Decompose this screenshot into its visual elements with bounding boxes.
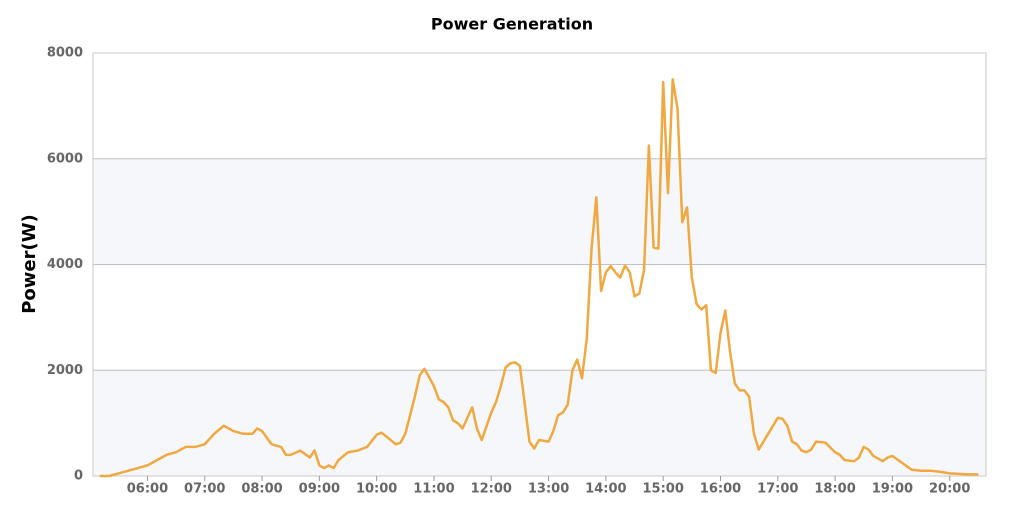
y-tick-label: 6000 bbox=[47, 151, 83, 166]
x-tick-label: 20:00 bbox=[929, 482, 970, 497]
y-tick-label: 0 bbox=[74, 469, 83, 484]
x-tick-label: 13:00 bbox=[528, 482, 569, 497]
grid-band bbox=[93, 158, 986, 265]
x-tick-label: 06:00 bbox=[127, 482, 168, 497]
grid-band bbox=[93, 370, 986, 476]
x-tick-label: 08:00 bbox=[241, 482, 282, 497]
x-tick-label: 18:00 bbox=[814, 482, 855, 497]
x-tick-label: 07:00 bbox=[184, 482, 225, 497]
x-tick-label: 16:00 bbox=[700, 482, 741, 497]
x-tick-label: 17:00 bbox=[757, 482, 798, 497]
y-tick-label: 8000 bbox=[47, 46, 83, 61]
x-tick-label: 12:00 bbox=[471, 482, 512, 497]
x-tick-label: 10:00 bbox=[356, 482, 397, 497]
x-tick-label: 15:00 bbox=[642, 482, 683, 497]
x-tick-label: 19:00 bbox=[872, 482, 913, 497]
y-tick-label: 2000 bbox=[47, 363, 83, 378]
power-line bbox=[99, 78, 979, 478]
y-tick-label: 4000 bbox=[47, 257, 83, 272]
x-tick-label: 14:00 bbox=[585, 482, 626, 497]
x-tick-label: 09:00 bbox=[299, 482, 340, 497]
plot-border bbox=[92, 52, 987, 477]
x-tick-label: 11:00 bbox=[413, 482, 454, 497]
y-axis-label: Power(W) bbox=[19, 214, 40, 314]
chart-title: Power Generation bbox=[431, 15, 593, 34]
